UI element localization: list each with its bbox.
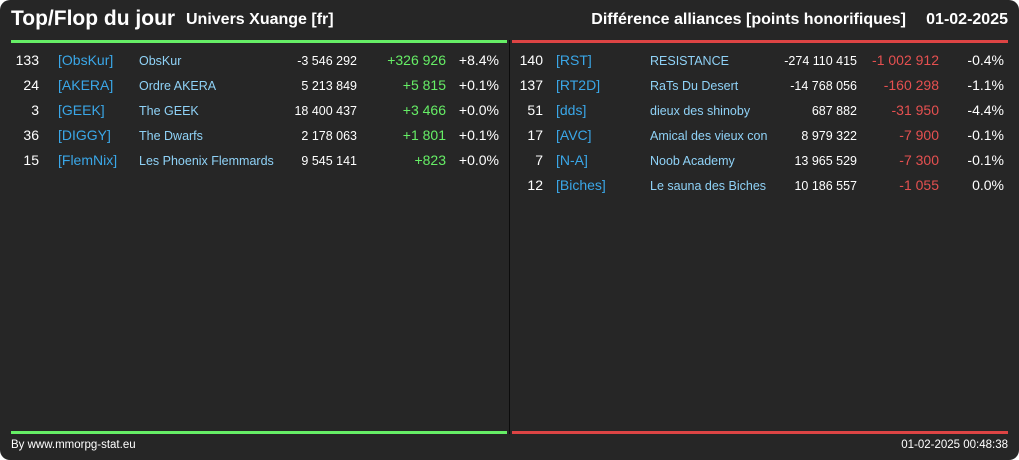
difference: -7 300	[899, 152, 939, 168]
percent-change: +0.1%	[458, 127, 499, 143]
table-row: 3 [GEEK] The GEEK 18 400 437 +3 466 +0.0…	[11, 98, 507, 123]
rank: 36	[23, 127, 39, 143]
bottom-divider-red	[512, 431, 1008, 434]
points: -274 110 415	[784, 54, 857, 68]
bottom-divider-green	[11, 431, 507, 434]
rank: 137	[519, 77, 543, 93]
alliance-name-link[interactable]: ObsKur	[139, 54, 182, 68]
percent-change: -1.1%	[967, 77, 1004, 93]
alliance-tag-link[interactable]: [RT2D]	[556, 77, 601, 93]
top-divider-green	[11, 40, 507, 43]
percent-change: 0.0%	[972, 177, 1004, 193]
category-label: Différence alliances [points honorifique…	[591, 11, 906, 28]
column-divider	[509, 40, 510, 434]
alliance-name-link[interactable]: Les Phoenix Flemmards	[139, 154, 274, 168]
rank: 133	[15, 52, 39, 68]
difference: -31 950	[891, 102, 939, 118]
rank: 15	[23, 152, 39, 168]
table-row: 24 [AKERA] Ordre AKERA 5 213 849 +5 815 …	[11, 73, 507, 98]
timestamp: 01-02-2025 00:48:38	[901, 439, 1008, 451]
percent-change: +0.0%	[458, 102, 499, 118]
percent-change: -0.4%	[967, 52, 1004, 68]
table-row: 133 [ObsKur] ObsKur -3 546 292 +326 926 …	[11, 48, 507, 73]
alliance-tag-link[interactable]: [Biches]	[556, 177, 606, 193]
table-row: 17 [AVC] Amical des vieux con 8 979 322 …	[512, 123, 1008, 148]
points: 2 178 063	[301, 129, 357, 143]
difference: -7 900	[899, 127, 939, 143]
alliance-name-link[interactable]: Noob Academy	[650, 154, 735, 168]
alliance-name-link[interactable]: The GEEK	[139, 104, 199, 118]
credit-link[interactable]: By www.mmorpg-stat.eu	[11, 439, 136, 451]
rank: 7	[535, 152, 543, 168]
rank: 140	[519, 52, 543, 68]
rank: 12	[527, 177, 543, 193]
table-row: 140 [RST] RESISTANCE -274 110 415 -1 002…	[512, 48, 1008, 73]
top-losers-panel: 140 [RST] RESISTANCE -274 110 415 -1 002…	[512, 48, 1008, 198]
difference: +326 926	[387, 52, 446, 68]
points: 8 979 322	[801, 129, 857, 143]
header: Top/Flop du jour Univers Xuange [fr] Dif…	[0, 0, 1019, 40]
top-divider-red	[512, 40, 1008, 43]
alliance-name-link[interactable]: Ordre AKERA	[139, 79, 217, 93]
percent-change: -0.1%	[967, 127, 1004, 143]
points: 687 882	[811, 104, 857, 118]
rank: 24	[23, 77, 39, 93]
alliance-name-link[interactable]: RaTs Du Desert	[650, 79, 739, 93]
page-title: Top/Flop du jour	[11, 7, 176, 30]
difference: +1 801	[402, 127, 446, 143]
difference: +823	[414, 152, 446, 168]
difference: +5 815	[402, 77, 446, 93]
table-row: 7 [N-A] Noob Academy 13 965 529 -7 300 -…	[512, 148, 1008, 173]
rank: 3	[31, 102, 39, 118]
alliance-tag-link[interactable]: [DIGGY]	[58, 127, 111, 143]
alliance-name-link[interactable]: Le sauna des Biches	[650, 179, 767, 193]
points: -3 546 292	[297, 54, 357, 68]
alliance-tag-link[interactable]: [RST]	[556, 52, 592, 68]
points: 5 213 849	[301, 79, 357, 93]
alliance-name-link[interactable]: RESISTANCE	[650, 54, 729, 68]
points: 18 400 437	[294, 104, 357, 118]
percent-change: -0.1%	[967, 152, 1004, 168]
alliance-tag-link[interactable]: [AKERA]	[58, 77, 114, 93]
points: 13 965 529	[794, 154, 857, 168]
difference: -1 055	[899, 177, 939, 193]
table-row: 15 [FlemNix] Les Phoenix Flemmards 9 545…	[11, 148, 507, 173]
points: -14 768 056	[790, 79, 857, 93]
rank: 17	[527, 127, 543, 143]
percent-change: +0.1%	[458, 77, 499, 93]
alliance-name-link[interactable]: The Dwarfs	[139, 129, 203, 143]
top-gainers-panel: 133 [ObsKur] ObsKur -3 546 292 +326 926 …	[11, 48, 507, 173]
difference: +3 466	[402, 102, 446, 118]
alliance-tag-link[interactable]: [dds]	[556, 102, 587, 118]
table-row: 51 [dds] dieux des shinoby 687 882 -31 9…	[512, 98, 1008, 123]
date-label: 01-02-2025	[926, 11, 1008, 28]
alliance-tag-link[interactable]: [ObsKur]	[58, 52, 114, 68]
alliance-name-link[interactable]: dieux des shinoby	[650, 104, 751, 118]
table-row: 12 [Biches] Le sauna des Biches 10 186 5…	[512, 173, 1008, 198]
points: 10 186 557	[794, 179, 857, 193]
alliance-tag-link[interactable]: [FlemNix]	[58, 152, 118, 168]
points: 9 545 141	[301, 154, 357, 168]
alliance-tag-link[interactable]: [N-A]	[556, 152, 588, 168]
difference: -160 298	[883, 77, 939, 93]
rank: 51	[527, 102, 543, 118]
table-row: 36 [DIGGY] The Dwarfs 2 178 063 +1 801 +…	[11, 123, 507, 148]
difference: -1 002 912	[872, 52, 939, 68]
alliance-name-link[interactable]: Amical des vieux con	[650, 129, 768, 143]
table-row: 137 [RT2D] RaTs Du Desert -14 768 056 -1…	[512, 73, 1008, 98]
universe-label: Univers Xuange [fr]	[186, 11, 334, 28]
alliance-tag-link[interactable]: [AVC]	[556, 127, 592, 143]
alliance-tag-link[interactable]: [GEEK]	[58, 102, 105, 118]
percent-change: +0.0%	[458, 152, 499, 168]
percent-change: -4.4%	[967, 102, 1004, 118]
percent-change: +8.4%	[458, 52, 499, 68]
